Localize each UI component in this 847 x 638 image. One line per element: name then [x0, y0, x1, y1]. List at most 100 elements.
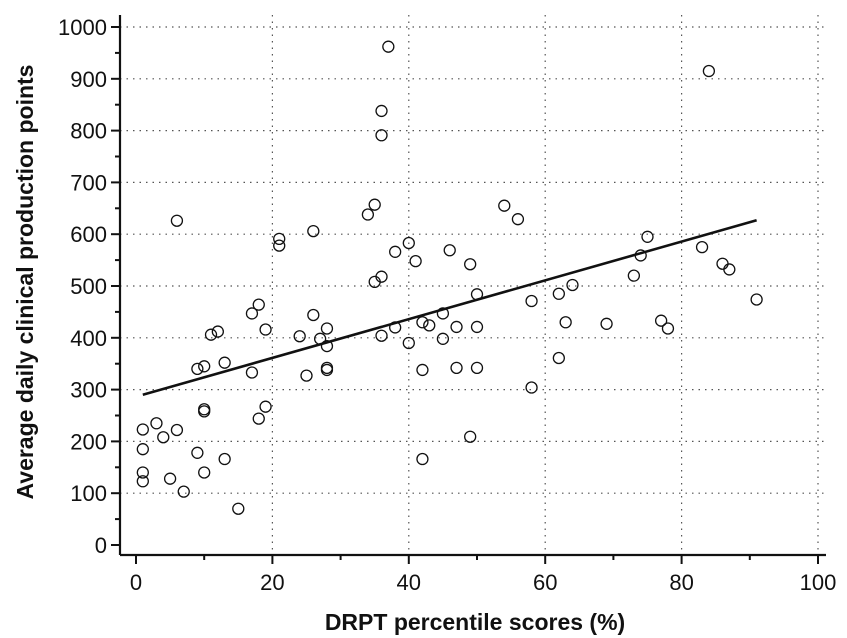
data-point — [177, 485, 190, 498]
data-point — [470, 320, 484, 334]
x-tick-label: 40 — [397, 570, 421, 595]
data-point — [293, 330, 306, 343]
data-point — [198, 403, 211, 416]
y-tick-label: 100 — [70, 481, 107, 506]
data-point — [716, 257, 729, 270]
data-point — [627, 269, 641, 282]
data-point — [450, 320, 463, 334]
y-tick-label: 0 — [95, 533, 107, 558]
data-point — [163, 472, 177, 485]
data-point — [259, 400, 272, 413]
y-tick-label: 600 — [70, 222, 107, 247]
data-point — [320, 361, 334, 374]
data-point — [423, 319, 436, 332]
data-point — [136, 443, 149, 456]
data-point — [198, 466, 211, 479]
data-point — [320, 322, 334, 335]
data-point — [654, 314, 668, 327]
y-tick-label: 300 — [70, 378, 107, 403]
data-point — [170, 423, 184, 437]
data-point — [375, 270, 388, 283]
data-point — [320, 339, 334, 353]
data-point — [170, 214, 184, 227]
data-point — [136, 423, 149, 436]
data-point — [566, 278, 579, 292]
data-point — [525, 294, 538, 308]
x-tick-label: 0 — [130, 570, 142, 595]
x-tick-label: 20 — [260, 570, 284, 595]
ticks-layer: 0 20 40 60 80 1000100200300400500600700800900… — [58, 15, 836, 595]
data-point — [245, 366, 259, 379]
data-points — [136, 40, 763, 515]
data-point — [375, 129, 388, 142]
data-point — [375, 104, 388, 118]
data-point — [389, 245, 402, 258]
x-tick-label: 80 — [669, 570, 693, 595]
data-point — [307, 308, 320, 322]
data-point — [273, 239, 286, 252]
data-point — [300, 369, 313, 382]
data-point — [232, 502, 245, 515]
data-point — [525, 381, 538, 394]
data-point — [157, 431, 170, 444]
data-point — [416, 452, 429, 466]
data-point — [416, 363, 429, 377]
fit-line-layer — [142, 218, 757, 397]
data-point — [198, 360, 211, 373]
data-point — [641, 230, 654, 243]
data-point — [273, 232, 286, 246]
data-point — [511, 213, 525, 226]
data-point — [450, 361, 463, 374]
data-point — [211, 325, 224, 338]
data-point — [307, 224, 320, 238]
y-tick-label: 1000 — [58, 15, 107, 40]
data-point — [409, 254, 422, 268]
data-point — [191, 446, 204, 459]
data-point — [136, 475, 149, 488]
data-point — [204, 328, 218, 341]
data-point — [559, 316, 572, 329]
y-tick-label: 500 — [70, 274, 107, 299]
data-point — [252, 298, 265, 311]
data-point — [470, 361, 484, 374]
y-tick-label: 900 — [70, 67, 107, 92]
data-point — [552, 351, 565, 365]
data-point — [191, 362, 204, 376]
data-point — [436, 332, 450, 345]
data-point — [750, 293, 763, 306]
data-point — [150, 417, 163, 430]
y-tick-label: 700 — [70, 170, 107, 195]
data-point — [382, 40, 395, 53]
y-tick-label: 800 — [70, 119, 107, 144]
data-point — [443, 244, 456, 257]
data-point — [702, 64, 716, 78]
data-point — [259, 323, 272, 336]
data-point — [723, 263, 736, 276]
data-point — [368, 198, 381, 211]
regression-line — [142, 218, 757, 397]
x-tick-label: 100 — [800, 570, 837, 595]
y-tick-label: 400 — [70, 326, 107, 351]
data-point — [402, 236, 415, 250]
data-point — [436, 307, 450, 320]
data-point — [252, 412, 265, 425]
x-axis-title: DRPT percentile scores (%) — [325, 609, 625, 635]
y-tick-label: 200 — [70, 429, 107, 454]
x-tick-label: 60 — [533, 570, 557, 595]
data-point — [416, 316, 429, 329]
data-point — [498, 199, 511, 212]
data-point — [552, 287, 565, 300]
data-point — [218, 356, 231, 369]
data-point — [464, 430, 477, 443]
axes-layer — [118, 15, 826, 557]
data-point — [136, 466, 149, 479]
grid-layer — [120, 15, 826, 555]
y-axis-title: Average daily clinical production points — [12, 65, 38, 500]
data-point — [464, 258, 477, 271]
data-point — [661, 322, 675, 335]
data-point — [695, 240, 709, 254]
data-point — [402, 336, 415, 350]
data-point — [245, 307, 259, 320]
